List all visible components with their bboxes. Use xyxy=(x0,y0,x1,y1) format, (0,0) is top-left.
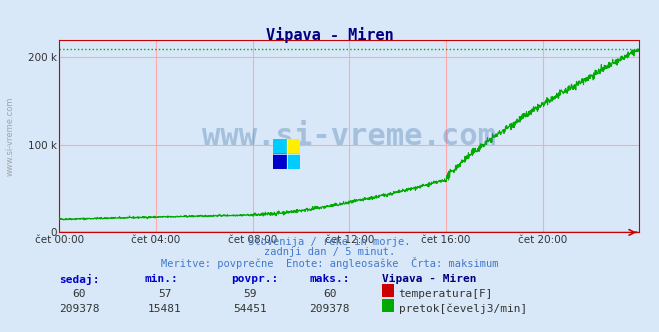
Text: Slovenija / reke in morje.: Slovenija / reke in morje. xyxy=(248,237,411,247)
Text: 209378: 209378 xyxy=(309,304,350,314)
Text: Vipava - Miren: Vipava - Miren xyxy=(266,27,393,42)
Text: Vipava - Miren: Vipava - Miren xyxy=(382,274,476,284)
Bar xyxy=(287,154,300,169)
Text: 209378: 209378 xyxy=(59,304,100,314)
Text: 57: 57 xyxy=(158,289,171,299)
Text: pretok[čevelj3/min]: pretok[čevelj3/min] xyxy=(399,304,527,314)
Text: 59: 59 xyxy=(244,289,257,299)
Text: 60: 60 xyxy=(72,289,86,299)
Text: sedaj:: sedaj: xyxy=(59,274,100,285)
Text: 60: 60 xyxy=(323,289,336,299)
Text: maks.:: maks.: xyxy=(310,274,350,284)
Text: www.si-vreme.com: www.si-vreme.com xyxy=(5,96,14,176)
Bar xyxy=(287,139,300,154)
Text: temperatura[F]: temperatura[F] xyxy=(399,289,493,299)
Text: zadnji dan / 5 minut.: zadnji dan / 5 minut. xyxy=(264,247,395,257)
Text: min.:: min.: xyxy=(145,274,179,284)
Text: 54451: 54451 xyxy=(233,304,268,314)
Bar xyxy=(273,139,287,154)
Text: Meritve: povprečne  Enote: angleosaške  Črta: maksimum: Meritve: povprečne Enote: angleosaške Čr… xyxy=(161,257,498,269)
Bar xyxy=(273,154,287,169)
Text: povpr.:: povpr.: xyxy=(231,274,278,284)
Text: 15481: 15481 xyxy=(148,304,182,314)
Text: www.si-vreme.com: www.si-vreme.com xyxy=(202,122,496,151)
